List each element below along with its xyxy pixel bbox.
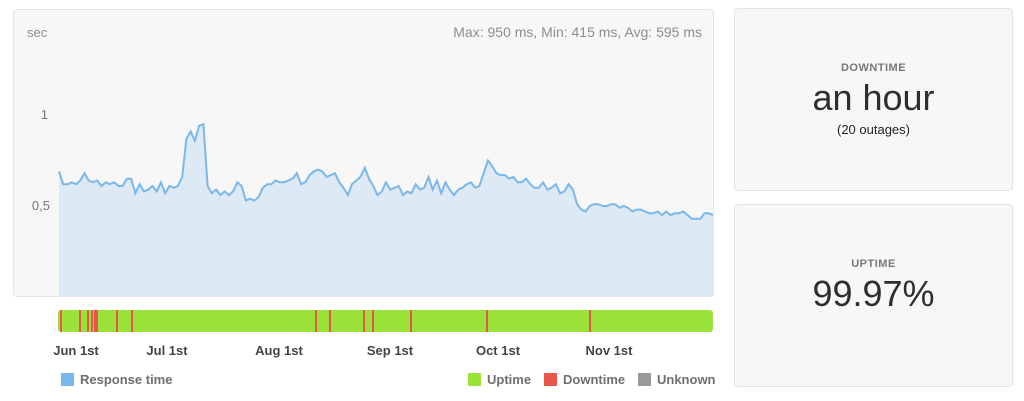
- outage-count: (20 outages): [837, 121, 910, 137]
- downtime-marker[interactable]: [329, 310, 332, 332]
- legend-swatch: [544, 373, 557, 386]
- downtime-label: DOWNTIME: [840, 62, 907, 74]
- downtime-marker[interactable]: [59, 310, 62, 332]
- uptime-status-bar[interactable]: [58, 310, 713, 332]
- legend-label: Response time: [80, 372, 173, 387]
- x-axis-label: Jun 1st: [53, 343, 99, 358]
- downtime-marker[interactable]: [87, 310, 90, 332]
- x-axis-label: Jul 1st: [146, 343, 188, 358]
- uptime-label: UPTIME: [851, 258, 896, 270]
- y-tick-label: 0,5: [31, 198, 50, 213]
- legend-uptime[interactable]: Uptime: [468, 372, 531, 387]
- downtime-marker[interactable]: [94, 310, 97, 332]
- downtime-marker[interactable]: [371, 310, 374, 332]
- downtime-marker[interactable]: [115, 310, 118, 332]
- legend-swatch: [61, 373, 74, 386]
- legend-swatch: [638, 373, 651, 386]
- uptime-card: UPTIME 99.97%: [734, 204, 1013, 387]
- legend-response-time[interactable]: Response time: [61, 372, 172, 387]
- y-tick-label: 1: [40, 107, 48, 122]
- x-axis-label: Aug 1st: [255, 343, 303, 358]
- downtime-marker[interactable]: [485, 310, 488, 332]
- downtime-marker[interactable]: [409, 310, 412, 332]
- response-time-stats: Max: 950 ms, Min: 415 ms, Avg: 595 ms: [453, 24, 702, 40]
- x-axis-label: Oct 1st: [475, 343, 521, 358]
- legend-label: Downtime: [563, 372, 626, 387]
- downtime-marker[interactable]: [95, 310, 98, 332]
- legend-swatch: [468, 373, 481, 386]
- y-axis-unit: sec: [27, 25, 48, 40]
- downtime-marker[interactable]: [362, 310, 365, 332]
- downtime-marker[interactable]: [131, 310, 134, 332]
- legend-unknown[interactable]: Unknown: [638, 372, 716, 387]
- downtime-marker[interactable]: [90, 310, 93, 332]
- downtime-value: an hour: [812, 77, 935, 118]
- x-axis-label: Sep 1st: [366, 343, 414, 358]
- downtime-marker[interactable]: [314, 310, 317, 332]
- response-time-chart-panel: [13, 9, 714, 297]
- uptime-value: 99.97%: [812, 273, 935, 314]
- legend-label: Uptime: [487, 372, 532, 387]
- downtime-marker[interactable]: [588, 310, 591, 332]
- x-axis-label: Nov 1st: [585, 343, 633, 358]
- legend-downtime[interactable]: Downtime: [544, 372, 625, 387]
- downtime-marker[interactable]: [78, 310, 81, 332]
- legend-label: Unknown: [657, 372, 716, 387]
- downtime-card: DOWNTIME an hour (20 outages): [734, 8, 1013, 191]
